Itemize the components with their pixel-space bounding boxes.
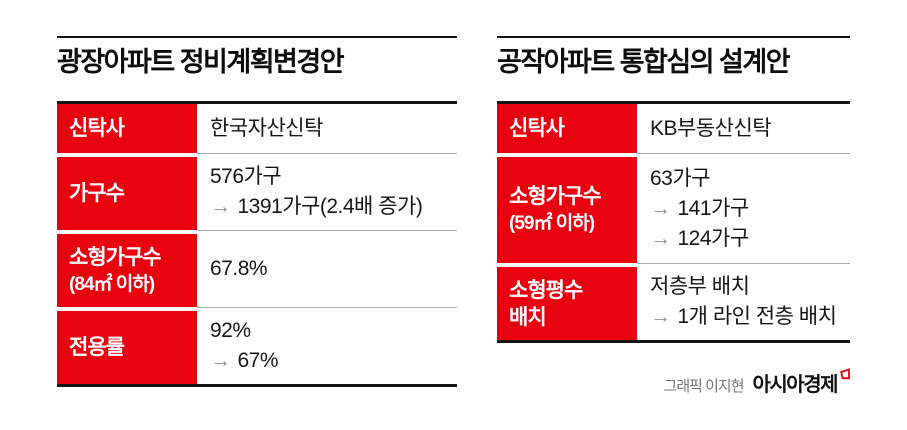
row-label: 소형가구수 (84㎡ 이하)	[57, 230, 197, 307]
arrow-icon: →	[650, 226, 671, 250]
table-row: 신탁사 한국자산신탁	[57, 104, 457, 153]
title-rule: 공작아파트 통합심의 설계안	[497, 36, 850, 79]
row-label-subtext: (84㎡ 이하)	[69, 273, 155, 295]
value-line: 저층부 배치	[650, 272, 850, 302]
value-text: 1391가구(2.4배 증가)	[237, 195, 423, 218]
asiae-logo-icon	[839, 363, 851, 386]
data-table: 신탁사 KB부동산신탁 소형가구수 (59㎡ 이하) 63가구 → 141가구	[497, 101, 850, 343]
value-text: 저층부 배치	[650, 275, 750, 298]
row-value: 저층부 배치 → 1개 라인 전층 배치	[637, 263, 850, 340]
value-line: → 1391가구(2.4배 증가)	[210, 192, 457, 222]
table-row: 가구수 576가구 → 1391가구(2.4배 증가)	[57, 153, 457, 230]
row-value: 92% → 67%	[197, 307, 457, 384]
credit-line: 그래픽 이지현 아시아경제	[664, 368, 850, 397]
gwangjang-table-panel: 광장아파트 정비계획변경안 신탁사 한국자산신탁 가구수 576가구 →	[57, 36, 457, 387]
value-text: 92%	[210, 319, 251, 342]
row-label-text: 가구수	[69, 182, 125, 205]
row-label-text: 소형가구수	[69, 245, 162, 269]
value-text: 67.8%	[210, 257, 268, 280]
row-label-text: 전용률	[69, 336, 125, 359]
value-line: → 1개 라인 전층 배치	[650, 302, 850, 332]
row-value: KB부동산신탁	[637, 104, 850, 153]
value-line: → 141가구	[650, 194, 850, 224]
arrow-icon: →	[650, 196, 671, 220]
row-value: 한국자산신탁	[197, 104, 457, 153]
arrow-icon: →	[210, 195, 231, 218]
value-line: KB부동산신탁	[650, 114, 850, 144]
value-line: 63가구	[650, 164, 850, 194]
row-label-text: 소형평수	[509, 278, 583, 302]
value-text: 1개 라인 전층 배치	[677, 305, 837, 328]
row-label: 전용률	[57, 307, 197, 384]
value-text: 67%	[237, 349, 279, 372]
panel-title: 공작아파트 통합심의 설계안	[497, 47, 791, 77]
row-label: 가구수	[57, 153, 197, 230]
value-text: 141가구	[677, 196, 750, 220]
row-label: 소형평수 배치	[497, 263, 637, 340]
title-rule: 광장아파트 정비계획변경안	[57, 36, 457, 79]
row-label-text: 소형가구수	[509, 185, 602, 208]
value-line: 67.8%	[210, 254, 457, 284]
arrow-icon: →	[650, 305, 671, 328]
value-text: 124가구	[677, 226, 750, 250]
arrow-icon: →	[210, 349, 231, 372]
table-row: 소형평수 배치 저층부 배치 → 1개 라인 전층 배치	[497, 263, 850, 340]
row-label: 신탁사	[57, 104, 197, 153]
value-line: → 124가구	[650, 224, 850, 254]
row-label: 소형가구수 (59㎡ 이하)	[497, 153, 637, 263]
gongjak-table-panel: 공작아파트 통합심의 설계안 신탁사 KB부동산신탁 소형가구수 (59㎡ 이하…	[497, 36, 850, 343]
value-line: → 67%	[210, 346, 457, 376]
row-label-subtext: 배치	[509, 305, 547, 329]
row-label: 신탁사	[497, 104, 637, 153]
row-value: 576가구 → 1391가구(2.4배 증가)	[197, 153, 457, 230]
row-label-text: 신탁사	[509, 117, 565, 140]
brand-name-text: 아시아경제	[752, 374, 839, 396]
row-label-text: 신탁사	[69, 117, 125, 140]
value-text: 한국자산신탁	[210, 116, 323, 140]
panel-title: 광장아파트 정비계획변경안	[57, 47, 345, 77]
row-value: 67.8%	[197, 230, 457, 307]
value-text: 63가구	[650, 166, 711, 190]
table-row: 전용률 92% → 67%	[57, 307, 457, 384]
value-text: 576가구	[210, 165, 282, 188]
value-text: KB부동산신탁	[650, 116, 772, 140]
value-line: 92%	[210, 316, 457, 346]
brand-name: 아시아경제	[753, 368, 851, 397]
row-label-subtext: (59㎡ 이하)	[509, 213, 595, 234]
credit-text: 그래픽 이지현	[663, 378, 745, 395]
table-row: 소형가구수 (59㎡ 이하) 63가구 → 141가구 → 124가구	[497, 153, 850, 263]
table-row: 소형가구수 (84㎡ 이하) 67.8%	[57, 230, 457, 307]
row-value: 63가구 → 141가구 → 124가구	[637, 153, 850, 263]
value-line: 576가구	[210, 162, 457, 192]
value-line: 한국자산신탁	[210, 114, 457, 144]
data-table: 신탁사 한국자산신탁 가구수 576가구 → 1391가구(2.4배 증가)	[57, 101, 457, 387]
table-row: 신탁사 KB부동산신탁	[497, 104, 850, 153]
